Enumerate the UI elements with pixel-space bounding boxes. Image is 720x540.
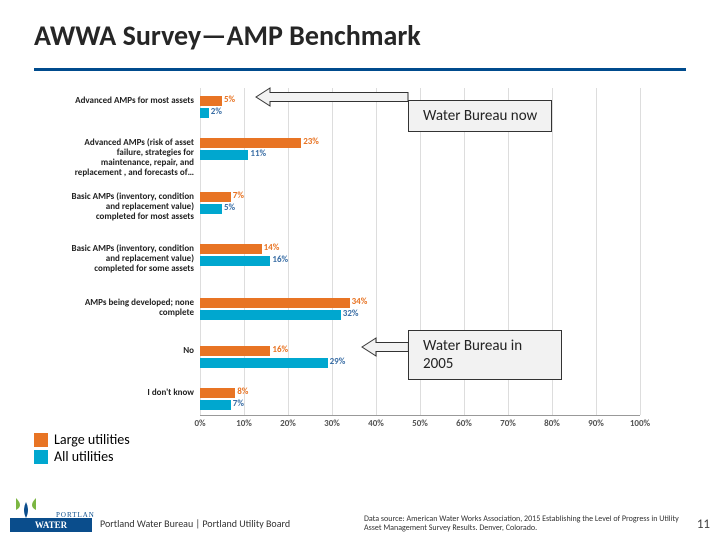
x-tick: 40% <box>368 418 384 429</box>
bar-value: 16% <box>272 344 300 355</box>
bar-value: 5% <box>224 94 252 105</box>
legend: Large utilities All utilities <box>34 432 130 466</box>
bar-value: 7% <box>233 398 261 409</box>
bar-large: 16% <box>200 346 270 356</box>
svg-text:WATER: WATER <box>35 520 68 530</box>
chart-row: Advanced AMPs (risk of asset failure, st… <box>60 138 640 160</box>
chart-row: AMPs being developed; none complete34%32… <box>60 298 640 320</box>
bar-all: 5% <box>200 204 222 214</box>
x-tick: 90% <box>588 418 604 429</box>
bar-value: 34% <box>352 296 380 307</box>
x-tick: 60% <box>456 418 472 429</box>
bar-large: 8% <box>200 388 235 398</box>
bar-value: 14% <box>264 242 292 253</box>
chart-row: I don't know8%7% <box>60 388 640 410</box>
callout-now: Water Bureau now <box>408 100 552 132</box>
row-label: Basic AMPs (inventory, condition and rep… <box>66 192 194 222</box>
bar-large: 34% <box>200 298 350 308</box>
bar-value: 16% <box>272 254 300 265</box>
bar-all: 2% <box>200 108 209 118</box>
bar-large: 5% <box>200 96 222 106</box>
row-label: Advanced AMPs for most assets <box>66 96 194 106</box>
bar-value: 2% <box>211 106 239 117</box>
bar-large: 14% <box>200 244 262 254</box>
bar-value: 8% <box>237 386 265 397</box>
row-label: No <box>66 346 194 356</box>
callout-now-text: Water Bureau now <box>423 107 537 125</box>
page-number: 11 <box>697 517 710 532</box>
bar-value: 32% <box>343 308 371 319</box>
pwb-logo: WATER PORTLAND <box>10 496 94 534</box>
legend-label-all: All utilities <box>54 449 114 466</box>
bar-large: 23% <box>200 138 301 148</box>
row-label: Advanced AMPs (risk of asset failure, st… <box>66 138 194 178</box>
bar-all: 16% <box>200 256 270 266</box>
x-tick: 80% <box>544 418 560 429</box>
x-tick: 70% <box>500 418 516 429</box>
callout-2005-arrow <box>362 335 408 373</box>
legend-label-large: Large utilities <box>54 432 130 449</box>
legend-swatch-large <box>34 433 48 447</box>
svg-text:PORTLAND: PORTLAND <box>56 511 94 519</box>
legend-item-large: Large utilities <box>34 432 130 449</box>
row-label: I don't know <box>66 388 194 398</box>
legend-swatch-all <box>34 450 48 464</box>
slide: { "title": { "text": "AWWA Survey—AMP Be… <box>0 0 720 540</box>
footer-org: Portland Water Bureau | Portland Utility… <box>100 517 290 530</box>
footer: WATER PORTLAND Portland Water Bureau | P… <box>0 488 720 540</box>
x-axis: 0%10%20%30%40%50%60%70%80%90%100% <box>200 418 640 438</box>
bar-value: 11% <box>250 148 278 159</box>
chart-row: Basic AMPs (inventory, condition and rep… <box>60 192 640 214</box>
x-tick: 50% <box>412 418 428 429</box>
footer-source: Data source: American Water Works Associ… <box>364 515 682 534</box>
bar-all: 29% <box>200 358 328 368</box>
chart-row: Basic AMPs (inventory, condition and rep… <box>60 244 640 266</box>
bar-value: 7% <box>233 190 261 201</box>
legend-item-all: All utilities <box>34 449 130 466</box>
bar-value: 23% <box>303 136 331 147</box>
page-title: AWWA Survey—AMP Benchmark <box>34 18 421 53</box>
x-tick: 30% <box>324 418 340 429</box>
x-tick: 0% <box>194 418 205 429</box>
row-label: AMPs being developed; none complete <box>66 298 194 318</box>
gridline <box>640 88 641 415</box>
callout-2005: Water Bureau in 2005 <box>408 330 562 380</box>
callout-2005-text: Water Bureau in 2005 <box>423 337 522 373</box>
title-underline <box>34 68 686 71</box>
bar-all: 7% <box>200 400 231 410</box>
x-tick: 10% <box>236 418 252 429</box>
bar-all: 32% <box>200 310 341 320</box>
x-tick: 20% <box>280 418 296 429</box>
callout-now-arrow <box>256 97 408 131</box>
x-tick: 100% <box>630 418 650 429</box>
row-label: Basic AMPs (inventory, condition and rep… <box>66 244 194 274</box>
bar-value: 29% <box>330 356 358 367</box>
bar-value: 5% <box>224 202 252 213</box>
bar-all: 11% <box>200 150 248 160</box>
bar-large: 7% <box>200 192 231 202</box>
